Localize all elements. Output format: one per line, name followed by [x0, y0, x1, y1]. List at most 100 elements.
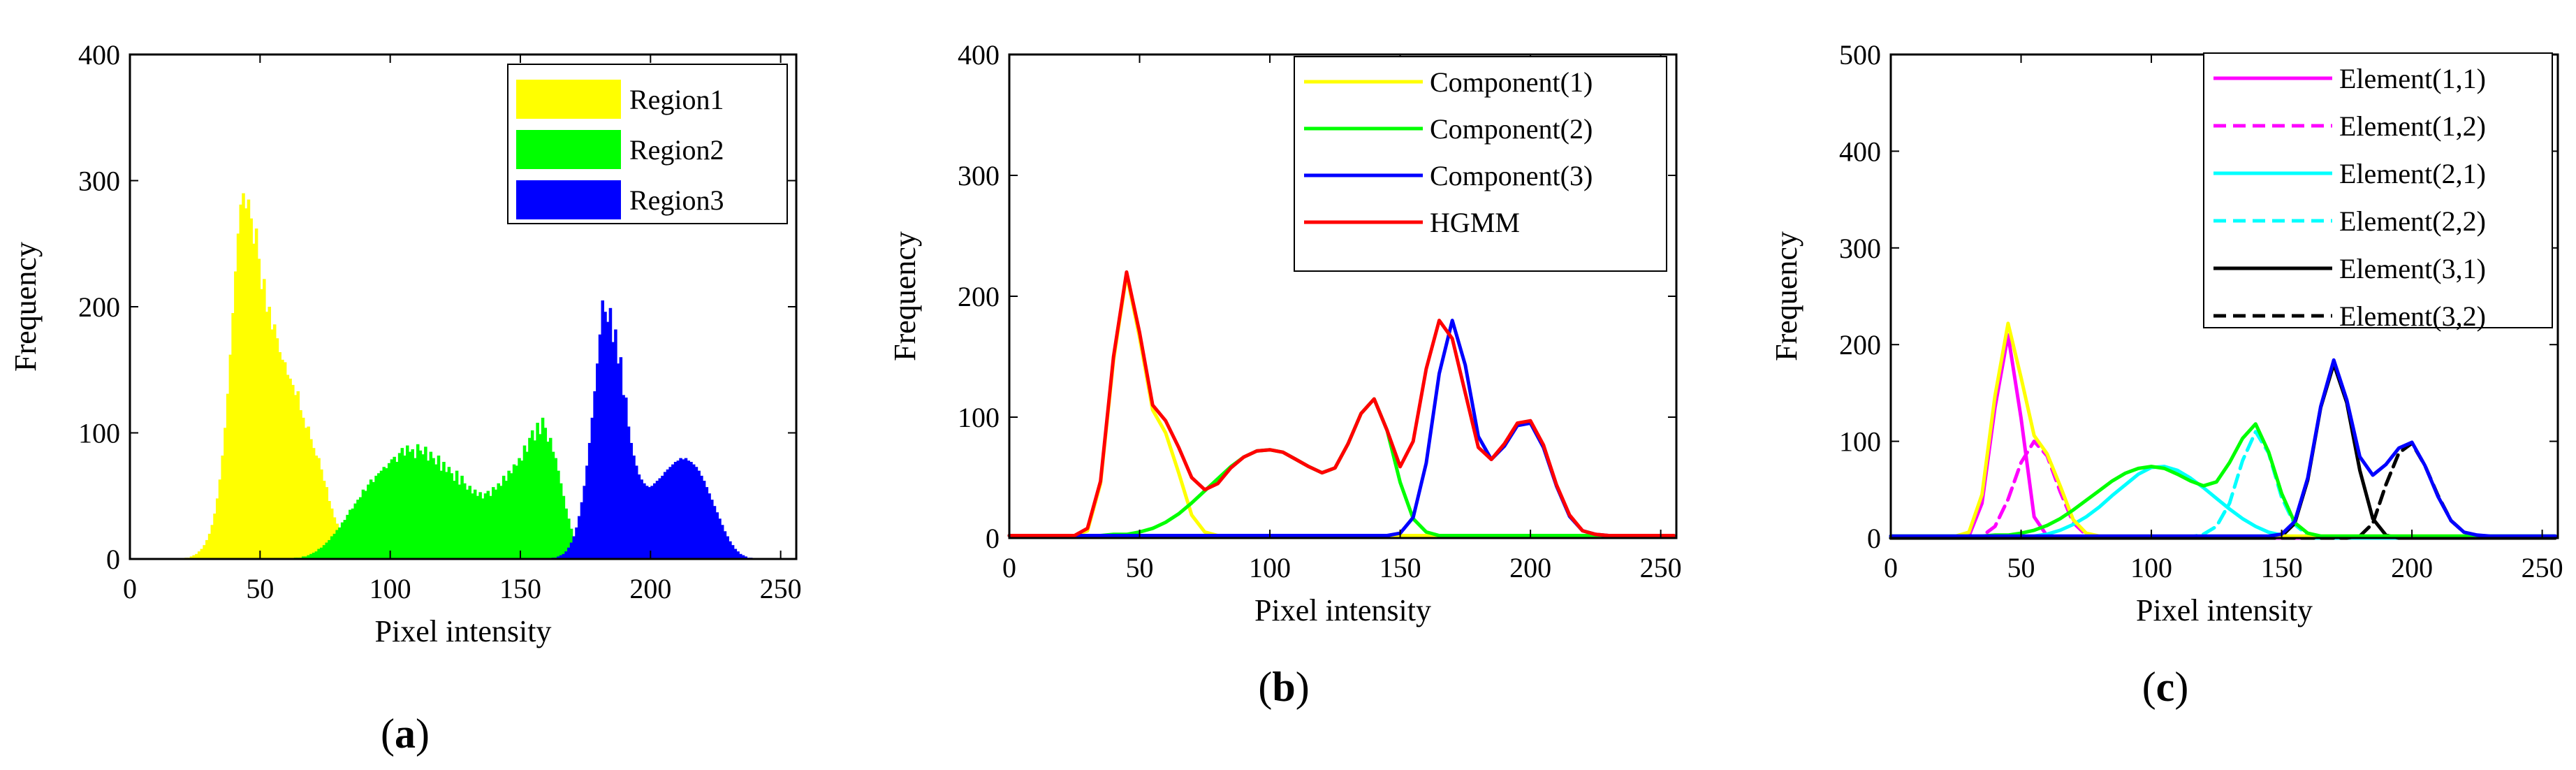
histogram-bar	[189, 556, 193, 559]
histogram-bar	[541, 417, 545, 559]
histogram-bar	[314, 551, 319, 559]
x-tick-label: 0	[1884, 552, 1898, 583]
legend-label: Element(3,1)	[2339, 253, 2486, 284]
histogram-bar	[567, 547, 571, 559]
histogram-bar	[598, 334, 602, 559]
histogram-bar	[426, 460, 430, 559]
histogram-bar	[260, 289, 263, 559]
histogram-bar	[203, 545, 206, 559]
series-line-hgmm	[1007, 270, 1676, 537]
histogram-bar	[195, 553, 198, 559]
histogram-bar	[650, 486, 654, 559]
histogram-bar	[601, 300, 605, 559]
histogram-bar	[432, 458, 435, 559]
y-tick-label: 400	[958, 39, 1000, 71]
histogram-bar	[691, 464, 696, 559]
legend-label: Element(2,1)	[2339, 158, 2486, 189]
histogram-bar	[539, 434, 542, 559]
histogram-bar	[504, 481, 508, 559]
legend-label: Component(1)	[1430, 66, 1593, 98]
histogram-bar	[497, 483, 500, 559]
histogram-bar	[515, 465, 519, 559]
panel-caption-letter: b	[1272, 664, 1295, 710]
histogram-bar	[733, 549, 738, 559]
legend-box	[1294, 56, 1667, 272]
histogram-bar	[548, 437, 552, 559]
histogram-bar	[309, 553, 313, 559]
histogram-bar	[367, 484, 370, 559]
y-tick-label: 200	[78, 291, 120, 323]
histogram-bar	[397, 453, 402, 559]
histogram-bar	[593, 391, 597, 559]
x-tick-label: 100	[369, 573, 411, 604]
y-axis-label: Frequency	[1769, 231, 1803, 361]
histogram-bar	[218, 479, 222, 559]
histogram-bar	[608, 307, 613, 559]
histogram-bar	[499, 486, 503, 559]
histogram-bar	[215, 498, 219, 559]
histogram-bar	[663, 472, 667, 559]
histogram-bar	[358, 497, 363, 559]
legend-label: Component(2)	[1430, 113, 1593, 145]
histogram-bar	[317, 458, 321, 559]
histogram-bar	[361, 489, 365, 559]
histogram-bar	[372, 481, 376, 559]
histogram-bar	[317, 549, 321, 559]
histogram-bar	[429, 451, 433, 559]
histogram-bar	[346, 514, 349, 559]
legend-label: Region3	[629, 184, 724, 216]
histogram-bar	[590, 417, 594, 559]
histogram-bar	[554, 458, 557, 559]
histogram-bar	[478, 492, 482, 559]
histogram-bar	[583, 486, 586, 559]
x-tick-label: 250	[760, 573, 802, 604]
histogram-bar	[411, 449, 414, 559]
histogram-bar	[299, 410, 302, 559]
histogram-bar	[234, 271, 237, 559]
histogram-bar	[322, 481, 326, 559]
histogram-bar	[439, 470, 443, 559]
histogram-bar	[338, 527, 342, 559]
histogram-bar	[463, 483, 467, 559]
histogram-bar	[228, 354, 233, 559]
panel-caption: (a)	[381, 711, 430, 757]
histogram-bar	[522, 445, 527, 559]
histogram-bar	[408, 451, 412, 559]
histogram-bar	[281, 359, 284, 559]
legend-swatch	[516, 180, 621, 219]
histogram-bar	[247, 199, 251, 559]
histogram-bar	[416, 444, 420, 559]
y-tick-label: 100	[958, 402, 1000, 433]
histogram-bar	[481, 498, 485, 559]
histogram-bar	[205, 539, 209, 559]
histogram-bar	[224, 428, 227, 559]
histogram-bar	[572, 536, 576, 559]
histogram-bar	[393, 456, 396, 559]
histogram-bar	[278, 351, 281, 559]
histogram-bar	[252, 243, 256, 559]
histogram-bar	[668, 467, 672, 559]
histogram-bar	[483, 493, 488, 559]
histogram-bar	[518, 458, 521, 559]
x-tick-label: 250	[1640, 552, 1682, 583]
histogram-bar	[293, 395, 298, 559]
series-region3	[551, 300, 753, 559]
histogram-bar	[616, 363, 620, 559]
histogram-bar	[320, 469, 323, 559]
x-tick-label: 100	[1249, 552, 1291, 583]
histogram-bar	[400, 448, 404, 559]
histogram-bar	[465, 489, 469, 559]
histogram-bar	[564, 551, 568, 559]
histogram-bar	[645, 486, 649, 559]
x-tick-label: 50	[1126, 552, 1154, 583]
x-axis-label: Pixel intensity	[375, 614, 552, 648]
panel-caption-letter: c	[2156, 664, 2175, 710]
histogram-bar	[632, 455, 636, 559]
x-tick-label: 250	[2522, 552, 2563, 583]
histogram-bar	[502, 475, 506, 559]
histogram-bar	[705, 487, 709, 559]
x-tick-label: 200	[2391, 552, 2433, 583]
histogram-bar	[421, 454, 425, 559]
histogram-bar	[468, 486, 471, 559]
histogram-bar	[387, 463, 391, 559]
